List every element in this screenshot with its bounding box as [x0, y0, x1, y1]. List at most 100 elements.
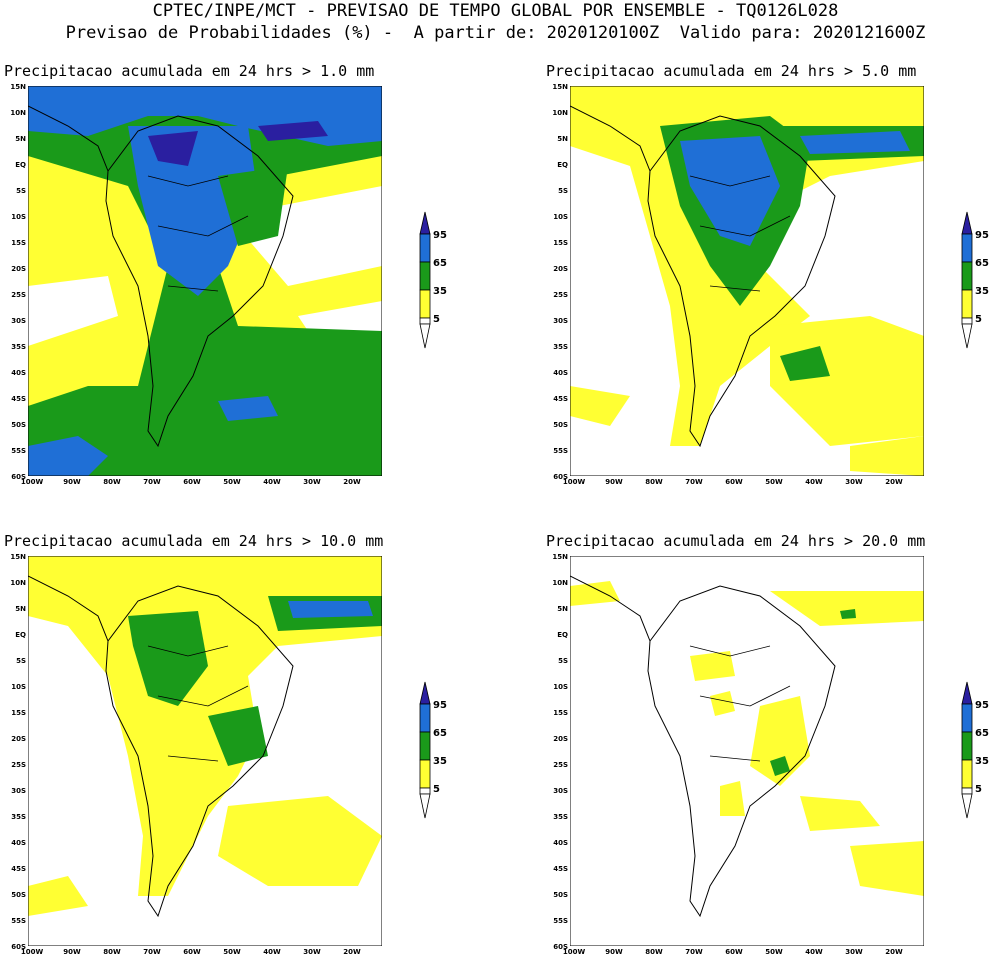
- colorbar-label-35: 35: [433, 756, 447, 767]
- lat-tick-label: EQ: [15, 631, 26, 639]
- lat-tick-label: 15S: [553, 239, 568, 247]
- axis-labels: 15N 10N 5N EQ 5S 10S 15S 20S 25S 30S 35S 40S 45S 50S 5…: [552, 553, 903, 956]
- lat-tick-label: 45S: [11, 395, 26, 403]
- colorbar-label-95: 95: [433, 700, 447, 711]
- lat-tick-label: 40S: [553, 369, 568, 377]
- lat-tick-label: 55S: [553, 917, 568, 925]
- lon-tick-label: 20W: [343, 478, 361, 486]
- lon-tick-label: 80W: [645, 948, 663, 956]
- lat-tick-label: EQ: [15, 161, 26, 169]
- lat-tick-label: 15S: [553, 709, 568, 717]
- lat-tick-label: 35S: [11, 813, 26, 821]
- lon-tick-label: 90W: [63, 478, 81, 486]
- lat-tick-label: 45S: [553, 865, 568, 873]
- lat-tick-label: 20S: [11, 265, 26, 273]
- lon-tick-label: 80W: [645, 478, 663, 486]
- lat-tick-label: 25S: [553, 761, 568, 769]
- probability-colorbar: 95 65 35 5: [419, 681, 447, 819]
- lon-tick-label: 30W: [303, 478, 321, 486]
- lat-tick-label: 50S: [11, 891, 26, 899]
- lon-tick-label: 100W: [21, 478, 44, 486]
- lat-tick-label: 15S: [11, 239, 26, 247]
- header-line-2: Previsao de Probabilidades (%) - A parti…: [65, 23, 926, 43]
- lat-tick-label: 60S: [11, 943, 26, 951]
- lon-tick-label: 100W: [563, 478, 586, 486]
- lon-tick-label: 70W: [143, 478, 161, 486]
- lat-tick-label: 30S: [11, 317, 26, 325]
- lat-tick-label: 30S: [11, 787, 26, 795]
- lon-tick-label: 70W: [143, 948, 161, 956]
- colorbar-label-95: 95: [433, 230, 447, 241]
- probability-map: [570, 556, 924, 946]
- lat-tick-label: EQ: [557, 161, 568, 169]
- map-panel-3: Precipitacao acumulada em 24 hrs > 10.0 …: [4, 532, 474, 956]
- lat-tick-label: 45S: [553, 395, 568, 403]
- lon-tick-label: 30W: [845, 948, 863, 956]
- lon-tick-label: 60W: [725, 478, 743, 486]
- lat-tick-label: 35S: [553, 813, 568, 821]
- lat-tick-label: 10N: [10, 579, 26, 587]
- lon-tick-label: 70W: [685, 478, 703, 486]
- lon-tick-label: 40W: [263, 478, 281, 486]
- lat-tick-label: 5N: [15, 605, 26, 613]
- map-panel-4: Precipitacao acumulada em 24 hrs > 20.0 …: [546, 532, 991, 956]
- axis-labels: 15N 10N 5N EQ 5S 10S 15S 20S 25S 30S 35S 40S 45S 50S 5…: [10, 83, 361, 486]
- header-line-1: CPTEC/INPE/MCT - PREVISAO DE TEMPO GLOBA…: [152, 1, 839, 21]
- lon-tick-label: 20W: [885, 478, 903, 486]
- probability-colorbar: 95 65 35 5: [419, 211, 447, 349]
- axis-labels: 15N 10N 5N EQ 5S 10S 15S 20S 25S 30S 35S 40S 45S 50S 5…: [10, 553, 361, 956]
- lat-tick-label: 5N: [15, 135, 26, 143]
- lat-tick-label: 10S: [11, 213, 26, 221]
- lon-tick-label: 90W: [605, 478, 623, 486]
- lat-tick-label: 60S: [553, 943, 568, 951]
- lon-tick-label: 90W: [63, 948, 81, 956]
- lat-tick-label: EQ: [557, 631, 568, 639]
- probability-map: [28, 86, 382, 476]
- colorbar-label-5: 5: [975, 314, 982, 325]
- lat-tick-label: 40S: [11, 369, 26, 377]
- lat-tick-label: 25S: [553, 291, 568, 299]
- lon-tick-label: 100W: [563, 948, 586, 956]
- lon-tick-label: 60W: [183, 948, 201, 956]
- colorbar-label-95: 95: [975, 230, 989, 241]
- probability-map: [570, 86, 924, 476]
- lon-tick-label: 40W: [805, 478, 823, 486]
- lon-tick-label: 80W: [103, 478, 121, 486]
- lat-tick-label: 15N: [552, 83, 568, 91]
- lon-tick-label: 30W: [845, 478, 863, 486]
- lat-tick-label: 20S: [553, 735, 568, 743]
- lat-tick-label: 55S: [11, 917, 26, 925]
- lat-tick-label: 45S: [11, 865, 26, 873]
- colorbar-label-65: 65: [433, 258, 447, 269]
- lon-tick-label: 80W: [103, 948, 121, 956]
- map-panel-2: Precipitacao acumulada em 24 hrs > 5.0 m…: [546, 62, 991, 486]
- lat-tick-label: 25S: [11, 761, 26, 769]
- lon-tick-label: 20W: [885, 948, 903, 956]
- lat-tick-label: 10S: [553, 683, 568, 691]
- lon-tick-label: 30W: [303, 948, 321, 956]
- lat-tick-label: 35S: [553, 343, 568, 351]
- colorbar-label-5: 5: [975, 784, 982, 795]
- lat-tick-label: 60S: [553, 473, 568, 481]
- lon-tick-label: 50W: [765, 948, 783, 956]
- lon-tick-label: 60W: [183, 478, 201, 486]
- lon-tick-label: 50W: [223, 948, 241, 956]
- lon-tick-label: 50W: [223, 478, 241, 486]
- colorbar-label-95: 95: [975, 700, 989, 711]
- colorbar-label-65: 65: [975, 258, 989, 269]
- lon-tick-label: 90W: [605, 948, 623, 956]
- lat-tick-label: 10N: [10, 109, 26, 117]
- lat-tick-label: 40S: [553, 839, 568, 847]
- lat-tick-label: 60S: [11, 473, 26, 481]
- lat-tick-label: 50S: [11, 421, 26, 429]
- panel-title: Precipitacao acumulada em 24 hrs > 5.0 m…: [546, 62, 917, 80]
- lat-tick-label: 50S: [553, 891, 568, 899]
- lat-tick-label: 50S: [553, 421, 568, 429]
- lat-tick-label: 10N: [552, 109, 568, 117]
- lat-tick-label: 15N: [10, 83, 26, 91]
- lat-tick-label: 5S: [558, 187, 568, 195]
- colorbar-label-5: 5: [433, 784, 440, 795]
- lat-tick-label: 15S: [11, 709, 26, 717]
- lat-tick-label: 30S: [553, 317, 568, 325]
- lat-tick-label: 20S: [553, 265, 568, 273]
